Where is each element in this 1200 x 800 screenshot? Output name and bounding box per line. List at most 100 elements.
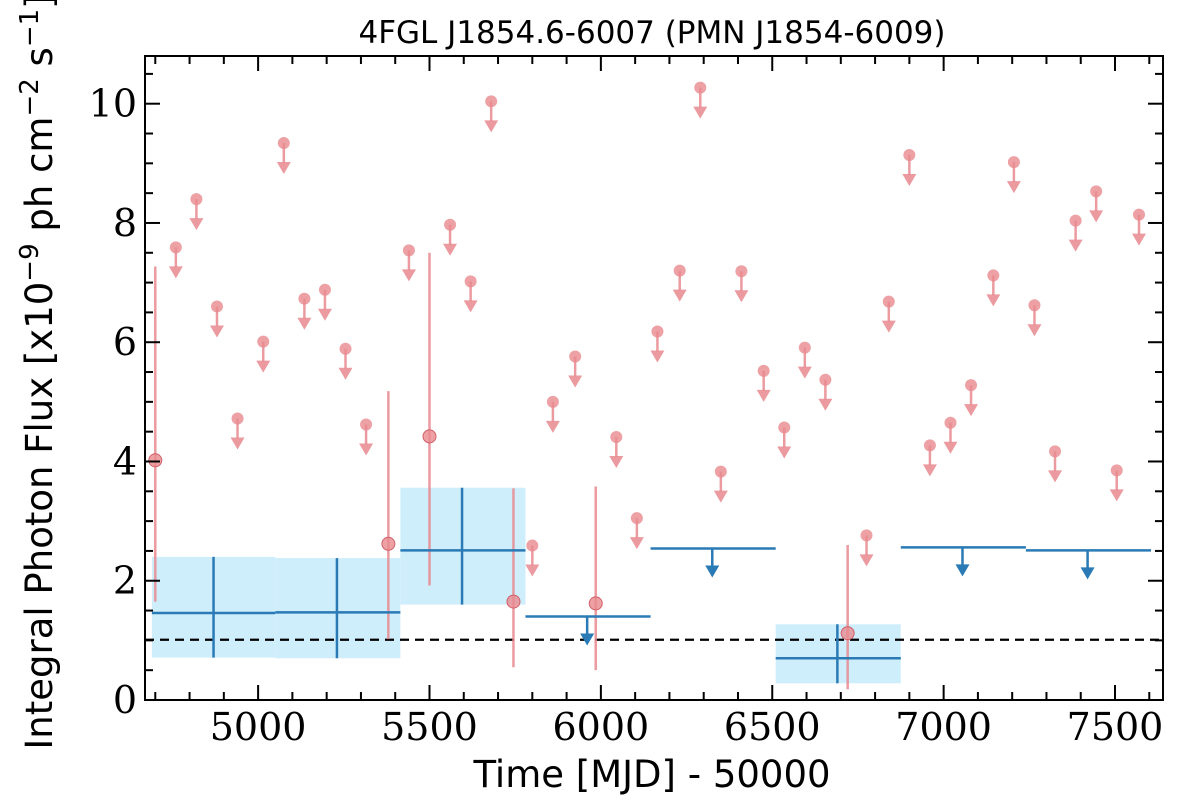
upper-limit-point xyxy=(923,439,936,452)
upper-limit-arrowhead xyxy=(230,437,245,450)
upper-limit-arrowhead xyxy=(1006,181,1021,194)
upper-limit-point xyxy=(944,416,957,429)
upper-limit-arrowhead xyxy=(693,106,708,119)
upper-limit-arrowhead xyxy=(964,404,979,417)
upper-limit-arrowhead xyxy=(484,120,499,133)
upper-limit-arrowhead xyxy=(209,325,224,338)
upper-limit-point xyxy=(903,148,916,161)
upper-limit-arrowhead xyxy=(734,290,749,303)
plot-frame xyxy=(144,55,1164,701)
x-axis-label: Time [MJD] - 50000 xyxy=(472,753,830,796)
upper-limit-arrowhead xyxy=(756,389,771,402)
upper-limit-arrowhead xyxy=(1132,233,1147,246)
upper-limit-point xyxy=(257,335,270,348)
short-bin-point xyxy=(588,596,603,611)
upper-limit-arrowhead xyxy=(777,446,792,459)
upper-limit-point xyxy=(546,395,559,408)
upper-limit-point xyxy=(651,325,664,338)
upper-limit-arrowhead xyxy=(713,490,728,503)
upper-limit-point xyxy=(819,373,832,386)
upper-limit-arrowhead xyxy=(317,308,332,321)
upper-limit-point xyxy=(1110,464,1123,477)
upper-limit-point xyxy=(402,244,415,257)
upper-limit-point xyxy=(526,539,539,552)
upper-limit-point xyxy=(798,341,811,354)
y-label-main: Integral Photon Flux [x10 xyxy=(18,282,61,750)
upper-limit-arrowhead xyxy=(672,289,687,302)
upper-limit-arrowhead xyxy=(401,269,416,282)
upper-limit-point xyxy=(987,269,1000,282)
upper-limit-point xyxy=(277,137,290,150)
upper-limit-arrowhead xyxy=(1068,239,1083,252)
upper-limit-arrowhead xyxy=(1048,470,1063,483)
y-tick-label: 4 xyxy=(113,439,137,483)
upper-limit-arrowhead xyxy=(463,300,478,313)
upper-limit-arrowhead xyxy=(797,366,812,379)
upper-limit-arrowhead xyxy=(443,243,458,256)
upper-limit-arrowhead xyxy=(986,294,1001,307)
short-bin-point xyxy=(506,594,521,609)
y-label-end: ] xyxy=(18,0,61,9)
upper-limit-arrowhead xyxy=(545,420,560,433)
upper-limit-arrowhead xyxy=(902,173,917,186)
upper-limit-arrowhead xyxy=(650,350,665,363)
short-bin-point xyxy=(422,429,437,444)
long-bin-upper-limit-arrowhead xyxy=(955,564,970,577)
upper-limit-point xyxy=(882,295,895,308)
y-label-exp-1: −9 xyxy=(15,243,45,281)
y-label-s: s xyxy=(18,47,61,78)
upper-limit-point xyxy=(778,421,791,434)
upper-limit-arrowhead xyxy=(629,537,644,550)
upper-limit-point xyxy=(360,418,373,431)
x-tick-label: 6000 xyxy=(553,705,650,749)
upper-limit-arrowhead xyxy=(1109,489,1124,502)
chart-title: 4FGL J1854.6-6007 (PMN J1854-6009) xyxy=(358,15,945,51)
long-bin-points xyxy=(151,487,1152,684)
upper-limit-arrowhead xyxy=(256,360,271,373)
upper-limit-point xyxy=(714,465,727,478)
upper-limit-arrowhead xyxy=(818,398,833,411)
upper-limit-point xyxy=(464,275,477,288)
y-tick-label: 10 xyxy=(89,82,137,126)
y-label-exp-3: −1 xyxy=(15,9,45,47)
x-tick-label: 5000 xyxy=(210,705,307,749)
upper-limit-point xyxy=(1133,208,1146,221)
upper-limit-point xyxy=(1007,156,1020,169)
upper-limit-point xyxy=(318,283,331,296)
y-tick-label: 0 xyxy=(113,678,137,722)
upper-limit-point xyxy=(694,81,707,94)
upper-limit-point xyxy=(735,265,748,278)
upper-limit-point xyxy=(169,241,182,254)
upper-limit-point xyxy=(1049,445,1062,458)
y-label-mid: ph cm xyxy=(18,117,61,244)
upper-limit-arrowhead xyxy=(1089,210,1104,223)
short-bin-point xyxy=(381,536,396,551)
long-bin-upper-limit-arrowhead xyxy=(1080,567,1095,580)
upper-limit-arrowhead xyxy=(881,320,896,333)
upper-limit-arrowhead xyxy=(859,554,874,567)
upper-limit-arrowhead xyxy=(922,464,937,477)
y-label-exp-2: −2 xyxy=(15,78,45,116)
y-axis-label: Integral Photon Flux [x10−9 ph cm−2 s−1] xyxy=(15,0,61,750)
upper-limit-arrowhead xyxy=(338,367,353,380)
upper-limit-point xyxy=(231,412,244,425)
upper-limit-point xyxy=(569,350,582,363)
long-bin-bands xyxy=(151,487,901,684)
upper-limit-arrowhead xyxy=(359,443,374,456)
x-tick-label: 6500 xyxy=(724,705,821,749)
long-bin-upper-limit-arrowhead xyxy=(580,633,595,646)
short-bin-point xyxy=(840,626,855,641)
upper-limit-point xyxy=(485,95,498,108)
upper-limit-point xyxy=(190,193,203,206)
x-tick-label: 7500 xyxy=(1067,705,1164,749)
y-tick-label: 2 xyxy=(113,559,137,603)
upper-limit-point xyxy=(444,218,457,231)
upper-limit-point xyxy=(1069,214,1082,227)
upper-limit-point xyxy=(610,431,623,444)
upper-limit-point xyxy=(860,529,873,542)
upper-limit-point xyxy=(673,264,686,277)
upper-limit-arrowhead xyxy=(1027,324,1042,337)
upper-limit-point xyxy=(298,292,311,305)
upper-limit-arrowhead xyxy=(609,456,624,469)
